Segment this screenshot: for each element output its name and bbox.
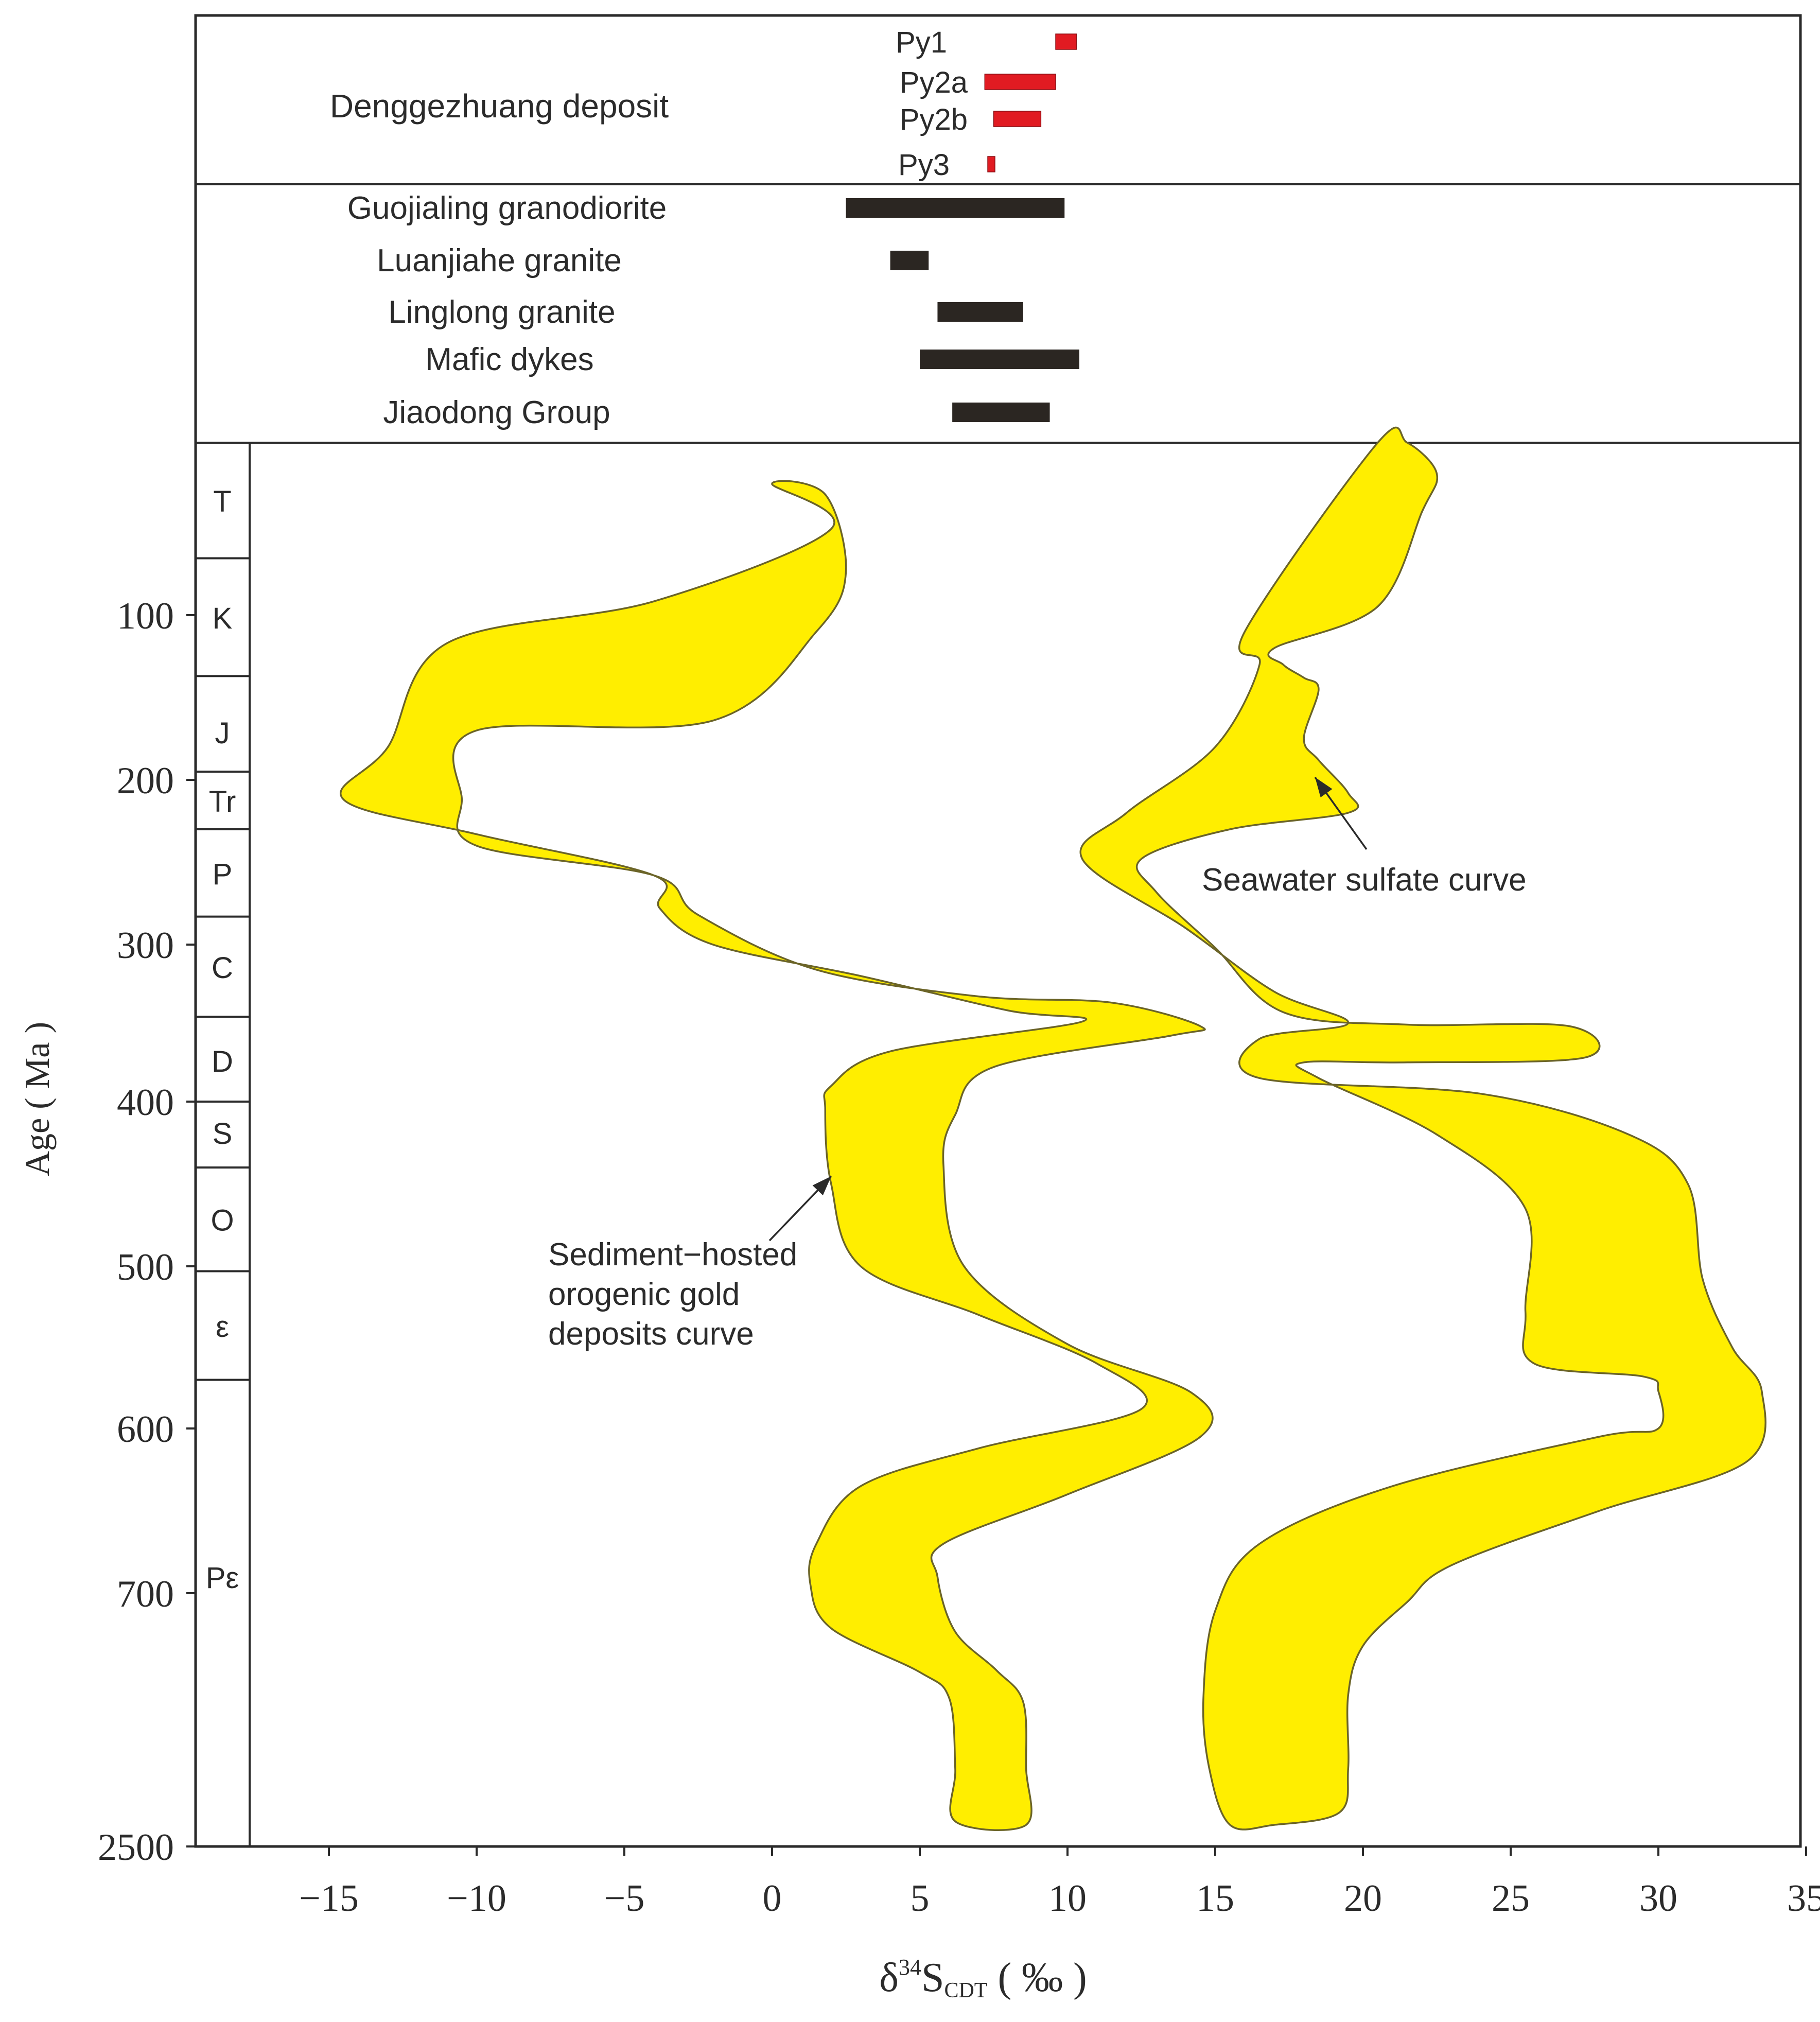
gold-deposits-curve [339, 480, 1214, 1831]
period-label-p9: ε [216, 1310, 229, 1344]
y-tick-label-1: 200 [117, 760, 174, 802]
y-axis: 100 200 300 400 500 600 700 2500 [98, 595, 196, 1869]
x-tick-label-8: 25 [1492, 1877, 1530, 1920]
x-tick-label-7: 20 [1344, 1877, 1382, 1920]
x-tick-label-4: 5 [911, 1877, 930, 1920]
x-tick-label-5: 10 [1048, 1877, 1087, 1920]
x-axis-title-delta: δ [879, 1955, 899, 2000]
seawater-curve-arrowhead [1315, 777, 1333, 798]
period-label-k: K [213, 602, 233, 635]
x-axis-title-base: S [921, 1955, 944, 2000]
x-tick-label-3: 0 [763, 1877, 782, 1920]
gold-curve-label-line-1: Sediment−hosted [548, 1237, 797, 1273]
reference-bar-linglong-granite [937, 302, 1023, 322]
deposit-label-py3: Py3 [898, 148, 950, 182]
y-tick-label-4: 500 [117, 1246, 174, 1288]
period-label-d: D [212, 1045, 233, 1078]
period-label-s: S [213, 1117, 233, 1151]
period-label-p: Pε [206, 1561, 239, 1595]
plot-frame [194, 14, 1802, 1848]
reference-bars: Guojialing granodiorite Luanjiahe granite… [347, 190, 1079, 430]
period-label-t: T [213, 485, 231, 518]
deposit-bar-py3 [987, 156, 995, 172]
x-tick-label-10: 35 [1787, 1877, 1820, 1920]
x-tick-label-6: 15 [1196, 1877, 1234, 1920]
gold-curve-label-line-2: orogenic gold [548, 1277, 740, 1312]
y-tick-label-3: 400 [117, 1082, 174, 1124]
x-tick-label-1: −10 [447, 1877, 506, 1920]
period-label-o: O [211, 1204, 234, 1237]
x-tick-label-0: −15 [299, 1877, 359, 1920]
reference-label-mafic-dykes: Mafic dykes [425, 342, 593, 377]
x-axis: −15 −10 −5 0 5 10 15 20 25 30 35 [299, 1846, 1820, 1920]
gold-curve-label-line-3: deposits curve [548, 1316, 754, 1352]
reference-label-luanjiahe-granite: Luanjiahe granite [377, 243, 622, 278]
y-axis-title: Age ( Ma ) [18, 1022, 57, 1176]
deposit-bar-py1 [1055, 33, 1077, 50]
deposit-bar-py2b [993, 111, 1042, 127]
x-axis-title-unit: ( ‰ ) [997, 1955, 1087, 2000]
reference-bar-luanjiahe-granite [890, 251, 929, 270]
deposit-label-py2b: Py2b [900, 103, 968, 136]
curves [339, 426, 1766, 1831]
period-label-c: C [212, 951, 233, 985]
reference-label-linglong-granite: Linglong granite [388, 294, 615, 330]
seawater-sulfate-curve [1079, 426, 1766, 1831]
reference-bar-jiaodong-group [952, 403, 1050, 422]
y-tick-label-5: 600 [117, 1408, 174, 1451]
deposit-bar-py2a [984, 74, 1056, 90]
x-tick-label-9: 30 [1639, 1877, 1677, 1920]
annotations: Seawater sulfate curve Sediment−hosted o… [548, 776, 1527, 1352]
x-axis-title-sup: 34 [899, 1955, 921, 1980]
reference-label-jiaodong-group: Jiaodong Group [383, 395, 610, 430]
x-axis-title: δ34SCDT ( ‰ ) [879, 1955, 1087, 2002]
period-label-tr: Tr [209, 785, 236, 818]
deposit-bars: Py1 Py2a Py2b Py3 [896, 26, 1077, 182]
deposit-label-py1: Py1 [896, 26, 947, 59]
y-tick-label-6: 700 [117, 1573, 174, 1615]
x-tick-label-2: −5 [604, 1877, 645, 1920]
y-tick-label-0: 100 [117, 595, 174, 637]
y-tick-label-7: 2500 [98, 1826, 174, 1869]
seawater-curve-label: Seawater sulfate curve [1202, 862, 1527, 898]
y-tick-label-2: 300 [117, 925, 174, 967]
period-label-p: P [213, 858, 233, 891]
deposit-panel-label: Denggezhuang deposit [330, 88, 669, 125]
gold-curve-arrowhead [812, 1176, 831, 1196]
deposit-label-py2a: Py2a [900, 66, 968, 99]
period-label-j: J [215, 717, 230, 750]
x-axis-title-sub: CDT [944, 1979, 987, 2002]
reference-bar-guojialing-granodiorite [846, 198, 1065, 218]
reference-bar-mafic-dykes [920, 350, 1079, 369]
reference-label-guojialing-granodiorite: Guojialing granodiorite [347, 190, 667, 226]
period-column: T K J Tr P C D S Oε Pε [196, 485, 250, 1595]
